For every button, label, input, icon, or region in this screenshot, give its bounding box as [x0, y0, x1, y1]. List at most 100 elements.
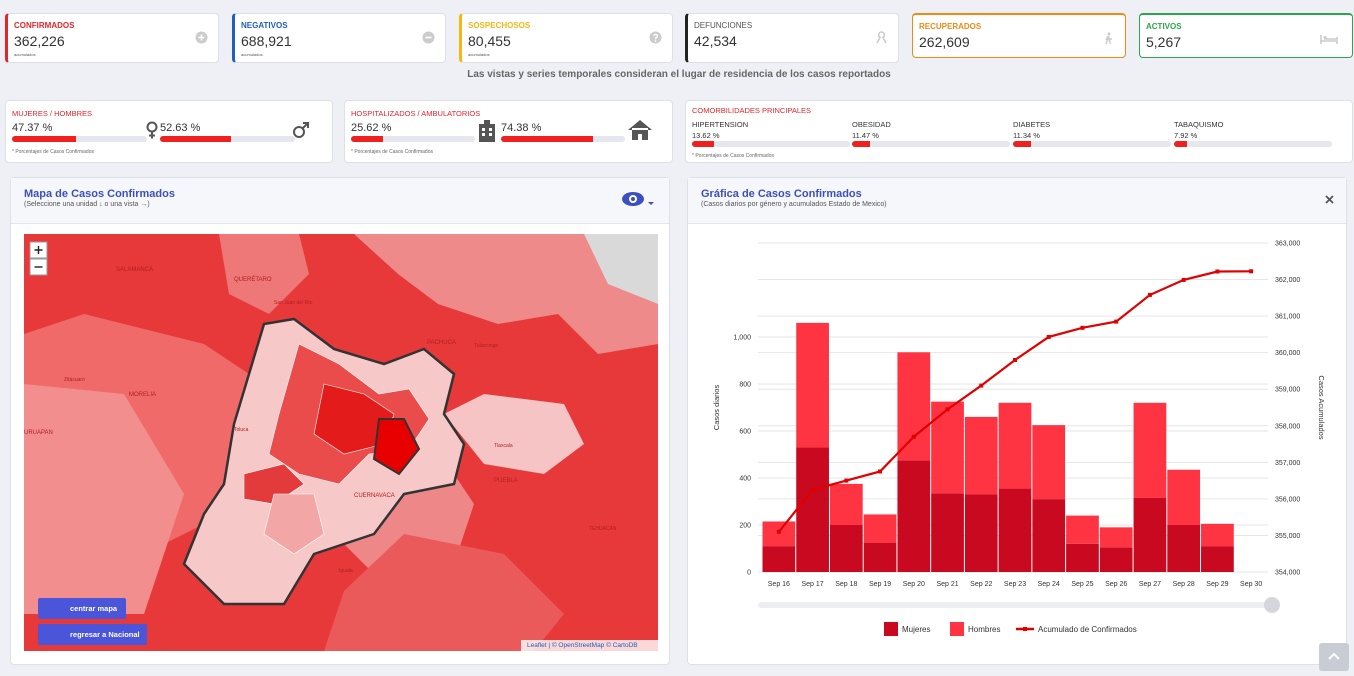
- card: DEFUNCIONES 42,534: [685, 13, 899, 63]
- line-point: [1147, 292, 1152, 297]
- bar-track: [501, 136, 625, 142]
- y-tick-label: 400: [739, 476, 751, 483]
- y-tick-label: 1,000: [733, 335, 751, 342]
- pct-bar: [12, 136, 76, 142]
- chart: 0 200 400 600 800 1,000 354,000 355,000 356,000 3…: [712, 241, 1326, 636]
- panel-subtitle: (Seleccione una unidad ↓ o una vista →): [24, 201, 150, 208]
- icon: [628, 120, 652, 140]
- card-value: 688,921: [241, 33, 292, 49]
- bar: [1201, 523, 1234, 547]
- scrollbar: [758, 602, 1274, 608]
- legend-swatch: [1023, 627, 1027, 631]
- map-label: Iguala: [339, 568, 353, 574]
- center-map-button[interactable]: centrar mapa: [38, 598, 126, 619]
- bar: [1167, 525, 1201, 572]
- x-tick-label: Sep 20: [903, 581, 925, 588]
- gender-panel: MUJERES / HOMBRES 47.37 % 52.63 % * Porc…: [5, 100, 333, 163]
- icon: [195, 31, 208, 44]
- card-label: CONFIRMADOS: [14, 21, 75, 30]
- bar: [829, 483, 863, 525]
- map-label: SALAMANCA: [116, 267, 153, 273]
- panel-header: Gráfica de Casos Confirmados (Casos diar…: [688, 178, 1346, 224]
- x-tick-label: Sep 24: [1038, 581, 1060, 588]
- pct-bar: [1013, 141, 1031, 147]
- map-label: PUEBLA: [494, 478, 518, 484]
- bar: [897, 460, 931, 572]
- icon: [649, 31, 662, 44]
- line-point: [1249, 269, 1254, 274]
- legend-swatch: [950, 622, 964, 636]
- bar: [1099, 547, 1133, 572]
- bar-track: [1174, 141, 1332, 147]
- card-value: 80,455: [468, 33, 511, 49]
- legend-label: Mujeres: [902, 625, 930, 634]
- comorbidity-label: 11.47 %: [852, 131, 879, 140]
- panel-subtitle: (Casos diarios por género y acumulados E…: [701, 201, 887, 208]
- footnote: * Porcentajes de Casos Confirmados: [692, 153, 774, 159]
- y2-tick-label: 358,000: [1275, 423, 1300, 430]
- zoom-out[interactable]: [29, 258, 48, 276]
- panel-header: Mapa de Casos Confirmados (Seleccione un…: [11, 178, 669, 224]
- y2-axis-label: Casos Acumulados: [1317, 375, 1326, 439]
- x-tick-label: Sep 29: [1206, 581, 1228, 588]
- y2-tick-label: 357,000: [1275, 460, 1300, 467]
- line-point: [844, 478, 849, 483]
- view-toggle[interactable]: [621, 191, 655, 209]
- card-sub: acumulados: [14, 52, 36, 57]
- icon: [1105, 32, 1112, 45]
- bar: [1066, 515, 1099, 544]
- bar: [762, 521, 796, 547]
- bar-track: [351, 136, 475, 142]
- line-point: [911, 434, 916, 439]
- comorbidity-name: HIPERTENSION: [692, 120, 749, 129]
- bar: [796, 322, 829, 448]
- hospital-panel: HOSPITALIZADOS / AMBULATORIOS 25.62 % 74…: [344, 100, 673, 163]
- panel-title: HOSPITALIZADOS / AMBULATORIOS: [351, 109, 481, 118]
- line-point: [1080, 325, 1085, 330]
- x-tick-label: Sep 18: [835, 581, 857, 588]
- scroll-handle: [1264, 597, 1280, 613]
- attribution[interactable]: Leaflet | © OpenStreetMap © CartoDB: [527, 641, 638, 649]
- bar: [964, 494, 998, 572]
- pct-bar: [501, 136, 594, 142]
- line-point: [810, 487, 815, 492]
- icon: [1328, 652, 1340, 660]
- map-label: URUAPAN: [24, 430, 53, 436]
- icon: [146, 121, 158, 139]
- legend: Mujeres Hombres Acumulado de Confirmados: [884, 622, 1137, 636]
- x-tick-label: Sep 25: [1071, 581, 1093, 588]
- bar-track: [160, 136, 295, 142]
- line-point: [979, 383, 984, 388]
- bar: [998, 402, 1032, 489]
- map-label: Tlaxcala: [494, 443, 513, 449]
- comorbidities-panel: COMORBILIDADES PRINCIPALES HIPERTENSION …: [685, 100, 1353, 163]
- bar: [964, 416, 998, 495]
- line-point: [1181, 277, 1186, 282]
- y2-tick-label: 354,000: [1275, 570, 1300, 577]
- panel-title: COMORBILIDADES PRINCIPALES: [692, 106, 812, 115]
- bar-track: [852, 141, 1010, 147]
- line-point: [1046, 334, 1051, 339]
- button-label: centrar mapa: [70, 604, 118, 613]
- zoom-in[interactable]: [29, 241, 48, 259]
- bar: [1066, 543, 1099, 572]
- panel-title: Gráfica de Casos Confirmados: [701, 188, 862, 200]
- footnote: * Porcentajes de Casos Confirmados: [351, 149, 433, 155]
- x-tick-label: Sep 17: [802, 581, 824, 588]
- y-axis-label: Casos diarios: [712, 385, 721, 431]
- card-value: 262,609: [919, 34, 970, 50]
- map-label: PACHUCA: [427, 340, 456, 346]
- national-button[interactable]: regresar a Nacional: [38, 624, 147, 645]
- pct-bar: [1174, 141, 1187, 147]
- bar: [1201, 546, 1234, 572]
- map[interactable]: SALAMANCA QUERÉTARO MORELIA PACHUCA Tula…: [24, 234, 658, 651]
- icon: [479, 120, 495, 142]
- line-point: [1013, 357, 1017, 362]
- map-label: TEHUACÁN: [589, 525, 617, 532]
- scroll-top-button[interactable]: [1319, 643, 1349, 671]
- comorbidity-label: 13.62 %: [692, 131, 720, 140]
- close-button[interactable]: [1325, 195, 1334, 204]
- bar: [1032, 499, 1066, 572]
- card-label: ACTIVOS: [1146, 22, 1182, 31]
- bar: [1133, 497, 1167, 572]
